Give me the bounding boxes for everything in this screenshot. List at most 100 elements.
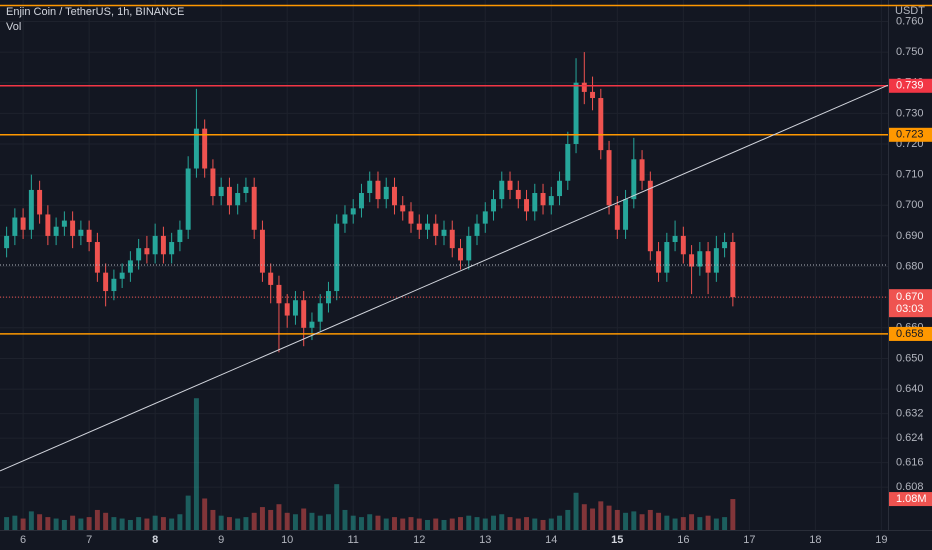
last-price-label: 0.670 (896, 291, 924, 303)
candle-body (4, 235, 10, 249)
plot (0, 0, 889, 530)
candle-body (722, 242, 728, 249)
y-tick-label: 0.700 (896, 199, 924, 211)
volume-bar (606, 505, 612, 530)
trendline (0, 84, 889, 472)
candle-body (656, 251, 662, 273)
volume-bar (119, 518, 125, 530)
candle-body (474, 223, 480, 236)
volume-label: Vol (6, 21, 21, 33)
volume-bar (631, 511, 637, 530)
candle-body (664, 242, 670, 273)
candle-body (532, 193, 538, 212)
volume-bar (425, 519, 430, 530)
volume-bar (458, 517, 463, 530)
candle-body (647, 180, 653, 252)
volume-bar (573, 492, 579, 530)
volume-bar (301, 508, 307, 530)
candle-body (573, 82, 579, 144)
volume-bar (590, 508, 596, 530)
volume-bar (400, 518, 406, 530)
candle-body (433, 223, 439, 236)
y-tick-label: 0.608 (896, 481, 924, 493)
volume-bar (367, 514, 373, 530)
volume-bar (623, 512, 629, 530)
volume-bar (713, 518, 719, 530)
candle-body (705, 251, 711, 273)
candle-body (28, 189, 34, 230)
candle-body (284, 303, 290, 316)
candle-body (367, 180, 373, 194)
candle-body (70, 220, 76, 236)
volume-bar (177, 514, 183, 530)
x-tick-label: 10 (281, 534, 293, 546)
x-tick-label: 16 (677, 534, 689, 546)
candle-body (672, 235, 678, 243)
volume-bar (127, 519, 133, 530)
candle-body (581, 82, 587, 92)
y-tick-label: 0.616 (896, 457, 924, 469)
y-tick-label: 0.710 (896, 169, 924, 181)
y-tick-label: 0.730 (896, 107, 924, 119)
volume-bar (581, 504, 587, 530)
candle-body (548, 196, 554, 206)
volume-bar (210, 509, 216, 530)
volume-bar (672, 518, 678, 530)
candle-body (243, 186, 249, 194)
volume-bar (111, 517, 117, 530)
x-tick-label: 8 (152, 534, 158, 546)
currency: USDT (895, 5, 925, 17)
volume-bar (614, 509, 620, 530)
volume-bar (309, 512, 315, 530)
candle-body (623, 199, 629, 230)
level-label-bg (889, 326, 932, 341)
level-label: 0.658 (896, 328, 924, 340)
volume-bar (350, 515, 356, 530)
x-tick-label: 7 (86, 534, 92, 546)
volume-bar (243, 517, 249, 530)
candle-body (524, 199, 530, 212)
candle-body (334, 223, 340, 292)
volume-bar (598, 501, 604, 530)
volume-bar (392, 517, 397, 530)
volume-bar (499, 514, 505, 530)
candle-body (259, 229, 265, 273)
candle-body (251, 186, 257, 230)
volume-bar (689, 514, 695, 530)
volume-bar (160, 517, 166, 530)
volume-bar (317, 515, 323, 530)
candle-body (606, 150, 612, 206)
volume-bar (78, 518, 84, 530)
candle-body (482, 211, 488, 224)
y-tick-label: 0.650 (896, 352, 924, 364)
volume-bar (4, 517, 10, 530)
level-label-bg (889, 127, 932, 142)
x-tick-label: 13 (479, 534, 491, 546)
volume-bar (53, 518, 59, 530)
chart-title: Enjin Coin / TetherUS, 1h, BINANCE (6, 6, 184, 18)
candle-body (276, 284, 282, 304)
volume-bar (408, 517, 414, 530)
y-tick-label: 0.632 (896, 407, 924, 419)
volume-bar (284, 512, 290, 530)
volume-bar (12, 515, 18, 530)
volume-bar (235, 518, 241, 530)
candle-body (730, 242, 736, 298)
volume-bar (474, 517, 480, 530)
volume-bar (193, 398, 199, 530)
candle-body (86, 229, 92, 243)
candle-body (392, 186, 397, 206)
volume-bar (647, 509, 653, 530)
candle-body (639, 159, 645, 181)
volume-bar (416, 518, 422, 530)
x-tick-label: 18 (809, 534, 821, 546)
candle-body (425, 223, 430, 230)
level-label-bg (889, 78, 932, 93)
volume-bar (251, 512, 257, 530)
candle-body (375, 180, 381, 200)
candle-body (383, 186, 389, 200)
candle-body (358, 193, 364, 209)
volume-bar (705, 515, 711, 530)
volume-bar (325, 514, 331, 530)
candle-body (565, 143, 571, 181)
